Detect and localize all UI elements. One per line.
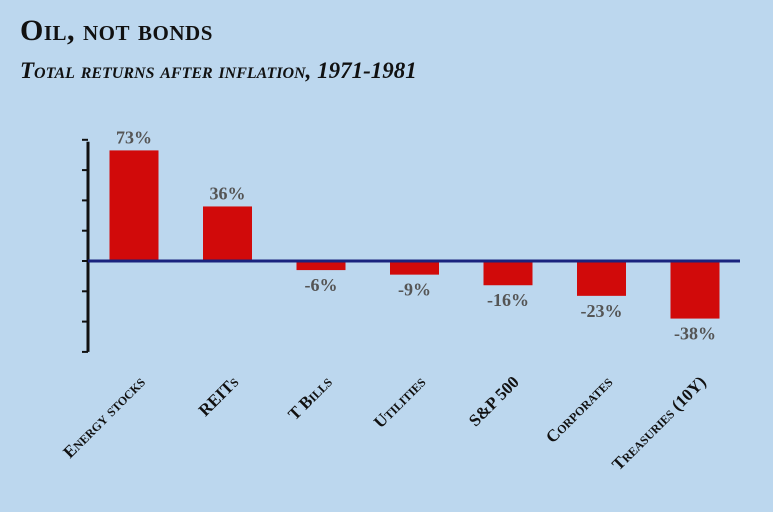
chart-subtitle: Total returns after inflation, 1971-1981 [20,58,417,83]
bar [390,261,439,275]
category-label: Energy stocks [59,372,149,462]
bar [109,150,159,261]
chart-title: Oil, not bonds [20,14,213,47]
category-label: Utilities [370,372,430,432]
bar [296,261,346,271]
category-label: T Bills [284,372,336,424]
data-label: -23% [581,301,623,321]
bar [203,206,252,261]
category-label: S&P 500 [465,372,523,430]
bar [483,261,533,286]
data-label: -38% [674,324,716,344]
data-label: -6% [305,275,338,295]
data-label: 73% [116,127,152,147]
bar [670,261,720,319]
data-label: 36% [210,183,246,203]
data-label: -9% [398,280,431,300]
bar [577,261,626,296]
category-label: Treasuries (10Y) [608,372,710,474]
category-label: REITs [195,372,243,420]
data-label: -16% [487,290,529,310]
category-label: Corporates [542,372,617,447]
